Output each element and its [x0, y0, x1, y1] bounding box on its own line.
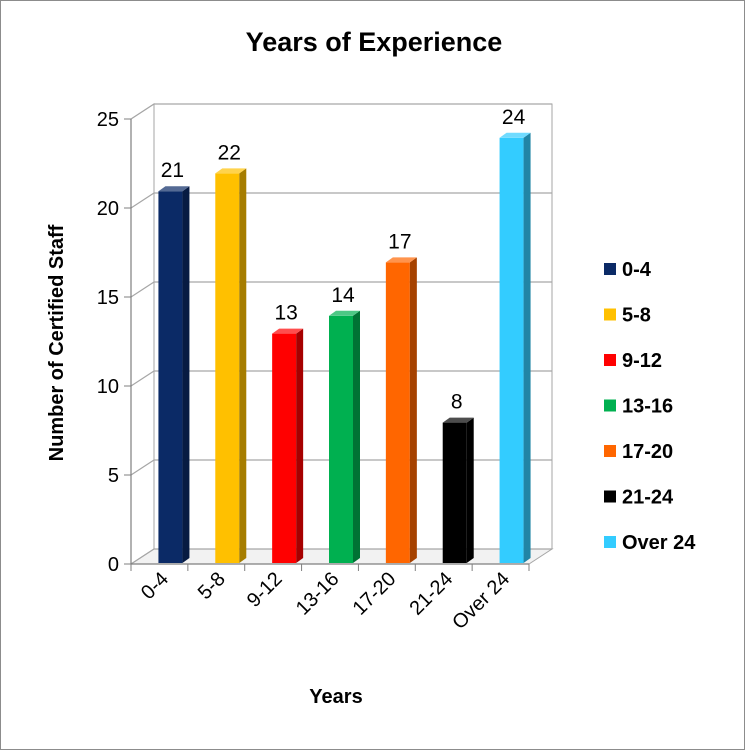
data-label: 22 [218, 141, 241, 164]
legend-item: 13-16 [604, 396, 673, 418]
x-tick-label: 17-20 [349, 568, 401, 620]
bar-21-24 [442, 417, 474, 563]
data-label: 14 [331, 284, 355, 307]
bar-9-12 [272, 328, 304, 563]
legend-swatch [604, 354, 616, 366]
legend-item: 17-20 [604, 441, 673, 463]
bar-0-4 [158, 186, 190, 563]
legend-label: 13-16 [622, 396, 673, 418]
data-labels: 21 22 13 14 17 8 24 [161, 106, 526, 414]
bar-front [215, 173, 240, 563]
y-tick-label: 10 [97, 376, 119, 398]
gridline [130, 548, 552, 565]
chart-title: Years of Experience [246, 27, 503, 57]
legend-swatch [604, 445, 616, 457]
legend-swatch [604, 536, 616, 548]
bar-side [466, 417, 474, 563]
y-axis-label: Number of Certified Staff [46, 224, 68, 461]
data-label: 13 [274, 302, 297, 325]
bar-top [158, 186, 190, 192]
x-axis-label: Years [309, 686, 362, 708]
legend-label: 0-4 [622, 259, 652, 281]
data-label: 21 [161, 159, 184, 182]
bars [158, 132, 531, 564]
x-tick-label: 0-4 [137, 568, 173, 604]
bar-Over 24 [499, 132, 531, 564]
bar-5-8 [215, 168, 247, 563]
bar-side [182, 186, 190, 563]
bar-side [409, 257, 417, 563]
gridline [130, 281, 552, 298]
x-tick-label: 5-8 [194, 568, 230, 604]
bar-side [239, 168, 247, 563]
bar-17-20 [385, 257, 417, 563]
bar-top [499, 132, 531, 138]
bar-side [353, 310, 360, 563]
bar-front [272, 333, 297, 563]
bar-front [329, 315, 353, 563]
side-wall [130, 103, 155, 565]
y-tick-label: 20 [97, 198, 119, 220]
legend-item: 5-8 [604, 305, 651, 327]
bar-13-16 [329, 310, 360, 563]
legend-item: Over 24 [604, 532, 696, 554]
x-tick-label: 9-12 [243, 568, 287, 612]
x-tick-label: 13-16 [292, 568, 344, 620]
legend: 0-4 5-8 9-12 13-16 17-20 21-24 Over 24 [604, 259, 696, 554]
y-tick-label: 25 [97, 109, 119, 131]
data-label: 8 [451, 391, 463, 414]
legend-label: 5-8 [622, 305, 651, 327]
bar-top [215, 168, 247, 174]
gridline [130, 370, 552, 387]
bar-top [329, 310, 360, 316]
y-tick-labels: 0 5 10 15 20 25 [97, 109, 119, 576]
x-tick-label: Over 24 [448, 568, 514, 634]
legend-label: 9-12 [622, 350, 662, 372]
legend-swatch [604, 490, 616, 503]
bar-top [272, 328, 304, 334]
bar-front [158, 191, 183, 563]
bar-top [442, 417, 474, 423]
bar-side [296, 328, 304, 563]
data-label: 24 [502, 106, 526, 129]
legend-item: 9-12 [604, 350, 662, 372]
gridline [130, 103, 552, 120]
legend-item: 0-4 [604, 259, 652, 281]
gridline [130, 459, 552, 476]
data-label: 17 [388, 230, 411, 253]
legend-swatch [604, 399, 616, 412]
y-tick-label: 0 [108, 554, 119, 576]
legend-item: 21-24 [604, 487, 674, 509]
y-tick-label: 15 [97, 287, 119, 309]
bar-side [523, 132, 531, 564]
gridlines [130, 103, 552, 565]
y-tick-label: 5 [108, 465, 119, 487]
bar-front [442, 422, 467, 563]
bar-front [499, 137, 524, 564]
gridline [130, 192, 552, 209]
legend-swatch [604, 308, 616, 321]
x-tick-label: 21-24 [406, 568, 458, 620]
axes [124, 118, 530, 571]
bar-front [385, 262, 410, 563]
legend-label: Over 24 [622, 532, 696, 554]
bar-top [385, 257, 417, 263]
legend-label: 21-24 [622, 487, 674, 509]
legend-swatch [604, 263, 616, 275]
legend-label: 17-20 [622, 441, 673, 463]
